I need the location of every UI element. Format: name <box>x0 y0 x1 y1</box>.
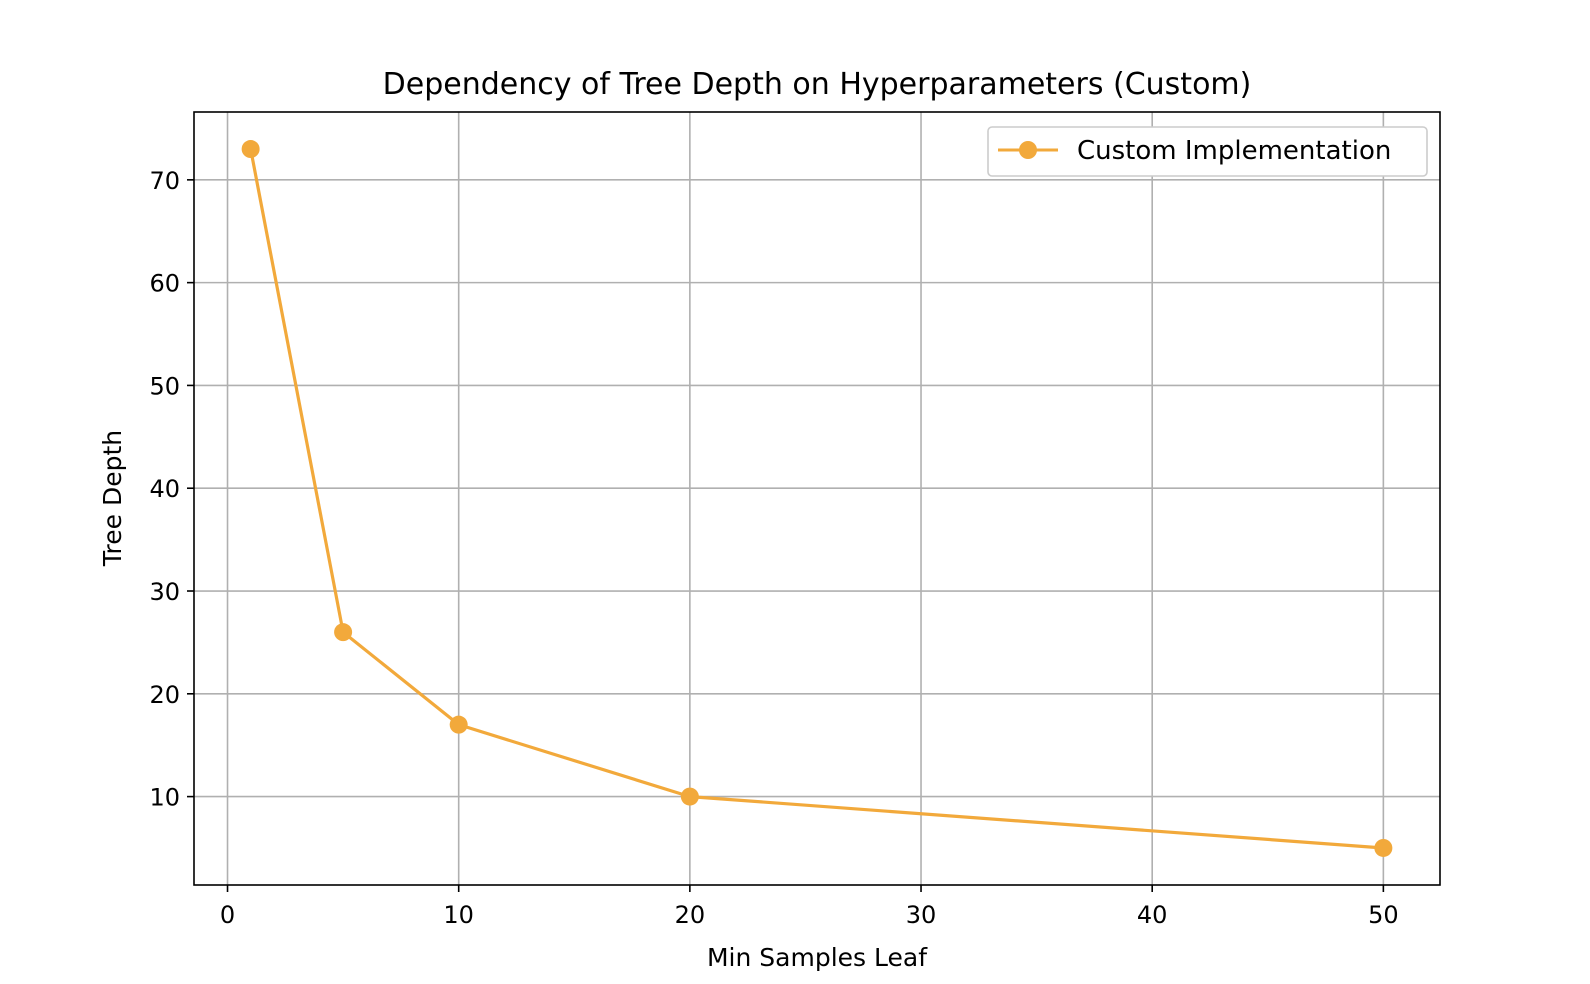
data-point-0-3 <box>680 787 699 806</box>
chart-title: Dependency of Tree Depth on Hyperparamet… <box>383 67 1252 102</box>
x-axis-label: Min Samples Leaf <box>707 943 928 972</box>
y-axis-label: Tree Depth <box>98 430 127 567</box>
y-tick-label-40: 40 <box>149 475 180 503</box>
y-tick-label-50: 50 <box>149 372 180 400</box>
legend-marker-swatch <box>1019 141 1037 159</box>
x-tick-label-30: 30 <box>906 901 937 929</box>
series-layer <box>241 140 1393 857</box>
x-tick-label-50: 50 <box>1368 901 1399 929</box>
legend: Custom Implementation <box>987 126 1428 177</box>
data-point-0-4 <box>1374 838 1393 857</box>
legend-entry-custom-implementation: Custom Implementation <box>1077 136 1391 166</box>
x-tick-label-0: 0 <box>220 901 235 929</box>
data-point-0-0 <box>241 140 260 159</box>
tick-layer: 0 10 20 30 40 50 10 20 30 40 50 60 70 <box>149 167 1398 929</box>
x-tick-label-10: 10 <box>443 901 474 929</box>
x-tick-label-20: 20 <box>675 901 706 929</box>
plot-frame <box>193 111 1441 886</box>
legend-box <box>987 126 1428 177</box>
y-tick-label-10: 10 <box>149 784 180 812</box>
data-point-0-1 <box>334 623 353 642</box>
y-tick-label-20: 20 <box>149 681 180 709</box>
y-tick-label-70: 70 <box>149 167 180 195</box>
x-tick-label-40: 40 <box>1137 901 1168 929</box>
y-tick-label-30: 30 <box>149 578 180 606</box>
grid-layer <box>194 112 1440 885</box>
y-tick-label-60: 60 <box>149 270 180 298</box>
plot-area <box>194 112 1440 885</box>
data-point-0-2 <box>449 715 468 734</box>
